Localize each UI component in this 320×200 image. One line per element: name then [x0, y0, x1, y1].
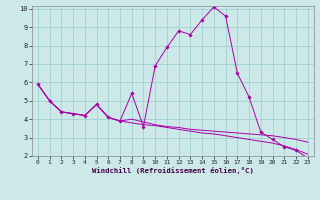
X-axis label: Windchill (Refroidissement éolien,°C): Windchill (Refroidissement éolien,°C): [92, 167, 254, 174]
